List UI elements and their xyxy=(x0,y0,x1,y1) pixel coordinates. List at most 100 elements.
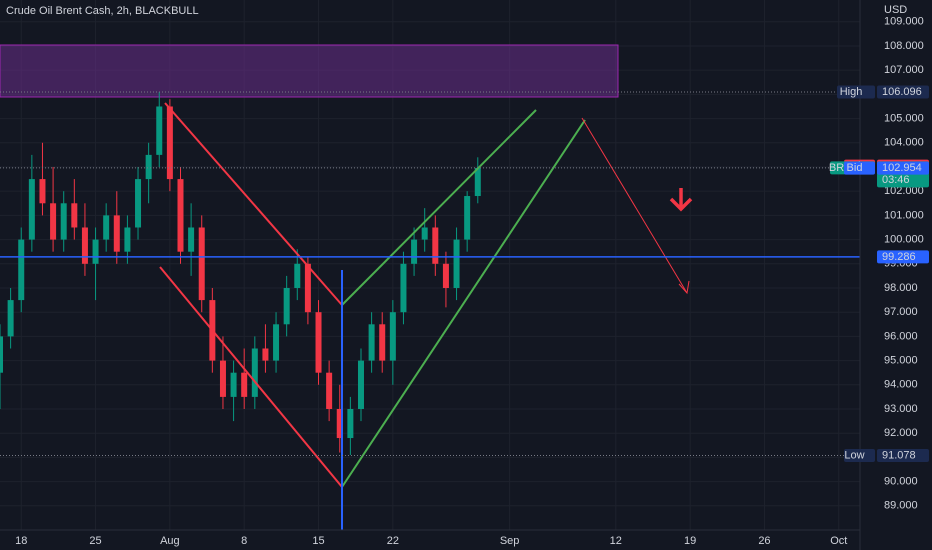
price-name-box xyxy=(844,449,875,463)
trend-line xyxy=(164,102,343,306)
candle-body xyxy=(198,227,205,301)
candle-body xyxy=(283,287,290,325)
candle-body xyxy=(273,324,280,361)
y-tick-label: 100.000 xyxy=(884,233,924,245)
candle-body xyxy=(453,239,460,288)
candle-body xyxy=(315,312,322,373)
down-arrow xyxy=(669,197,693,212)
price-name-box xyxy=(837,85,875,99)
drawings xyxy=(159,102,693,530)
arrow-head xyxy=(678,280,690,295)
y-tick-label: 98.000 xyxy=(884,282,918,294)
candle-body xyxy=(18,239,25,301)
y-tick-label: 90.000 xyxy=(884,476,918,488)
candle-body xyxy=(241,372,248,397)
candle-body xyxy=(7,300,14,337)
price-value: 106.096 xyxy=(882,86,922,98)
candle-body xyxy=(411,239,418,264)
y-tick-label: 102.000 xyxy=(884,185,924,197)
x-tick-label: Sep xyxy=(500,535,520,547)
y-tick-label: 101.000 xyxy=(884,209,924,221)
candle-body xyxy=(464,196,471,240)
price-box xyxy=(877,250,929,264)
y-tick-label: 105.000 xyxy=(884,112,924,124)
price-box xyxy=(877,449,929,463)
candle-body xyxy=(432,227,439,264)
candle-body xyxy=(326,372,333,409)
axes: 89.00090.00091.00092.00093.00094.00095.0… xyxy=(15,16,929,547)
price-name-box xyxy=(844,161,875,175)
candle-body xyxy=(389,312,396,361)
candle-body xyxy=(92,239,99,264)
y-tick-label: 96.000 xyxy=(884,330,918,342)
x-tick-label: Aug xyxy=(160,535,180,547)
x-tick-label: 18 xyxy=(15,535,27,547)
currency: USD xyxy=(884,4,907,16)
price-name: High xyxy=(840,86,863,98)
price-value: 102.954 xyxy=(882,162,922,174)
trend-line xyxy=(341,119,586,488)
candle-body xyxy=(304,263,311,313)
y-tick-label: 97.000 xyxy=(884,306,918,318)
x-tick-label: 15 xyxy=(312,535,324,547)
price-axis xyxy=(860,0,932,550)
price-box xyxy=(877,161,929,175)
x-tick-label: 22 xyxy=(387,535,399,547)
candle-body xyxy=(50,203,57,240)
candle-body xyxy=(368,324,375,361)
levels xyxy=(0,91,860,457)
x-tick-label: 25 xyxy=(89,535,101,547)
candle-body xyxy=(135,179,142,228)
candle-body xyxy=(28,179,35,240)
y-tick-label: 95.000 xyxy=(884,354,918,366)
y-tick-label: 93.000 xyxy=(884,403,918,415)
candle-body xyxy=(336,408,343,439)
candle-body xyxy=(294,263,301,288)
candle-body xyxy=(474,167,481,197)
supply-zone xyxy=(0,44,619,98)
trend-line xyxy=(159,266,343,488)
candle-body xyxy=(357,360,364,409)
candle-body xyxy=(188,227,195,252)
candle-body xyxy=(145,154,152,180)
y-tick-label: 89.000 xyxy=(884,500,918,512)
y-tick-label: 92.000 xyxy=(884,427,918,439)
price-name: Low xyxy=(844,449,864,461)
candle-body xyxy=(262,348,269,361)
candle-body xyxy=(0,336,3,373)
price-name: Bid xyxy=(847,162,863,174)
y-tick-label: 107.000 xyxy=(884,64,924,76)
y-tick-label: 109.000 xyxy=(884,16,924,28)
candle-body xyxy=(103,215,110,240)
candle-body xyxy=(230,372,237,397)
y-tick-label: 108.000 xyxy=(884,40,924,52)
countdown: 03:46 xyxy=(882,174,910,186)
x-tick-label: 8 xyxy=(241,535,247,547)
candle-body xyxy=(251,348,258,397)
x-tick-label: Oct xyxy=(830,535,847,547)
arrow-line xyxy=(581,117,688,294)
candle-body xyxy=(156,106,163,155)
trend-line xyxy=(341,109,537,306)
x-tick-label: 19 xyxy=(684,535,696,547)
candle-body xyxy=(442,263,449,288)
x-tick-label: 26 xyxy=(758,535,770,547)
x-tick-label: 12 xyxy=(610,535,622,547)
candles xyxy=(0,91,481,455)
chart-title: Crude Oil Brent Cash, 2h, BLACKBULL xyxy=(6,5,199,17)
candle-body xyxy=(81,227,88,264)
candle-body xyxy=(347,408,354,439)
candle-body xyxy=(421,227,428,240)
y-tick-label: 94.000 xyxy=(884,379,918,391)
candle-body xyxy=(177,179,184,252)
price-value: 99.286 xyxy=(882,251,916,263)
y-tick-label: 104.000 xyxy=(884,137,924,149)
candle-body xyxy=(124,227,131,252)
candle-body xyxy=(166,106,173,180)
candle-body xyxy=(379,324,386,361)
candle-body xyxy=(71,203,78,228)
candle-body xyxy=(113,215,120,252)
candle-body xyxy=(400,263,407,313)
candle-body xyxy=(219,360,226,397)
